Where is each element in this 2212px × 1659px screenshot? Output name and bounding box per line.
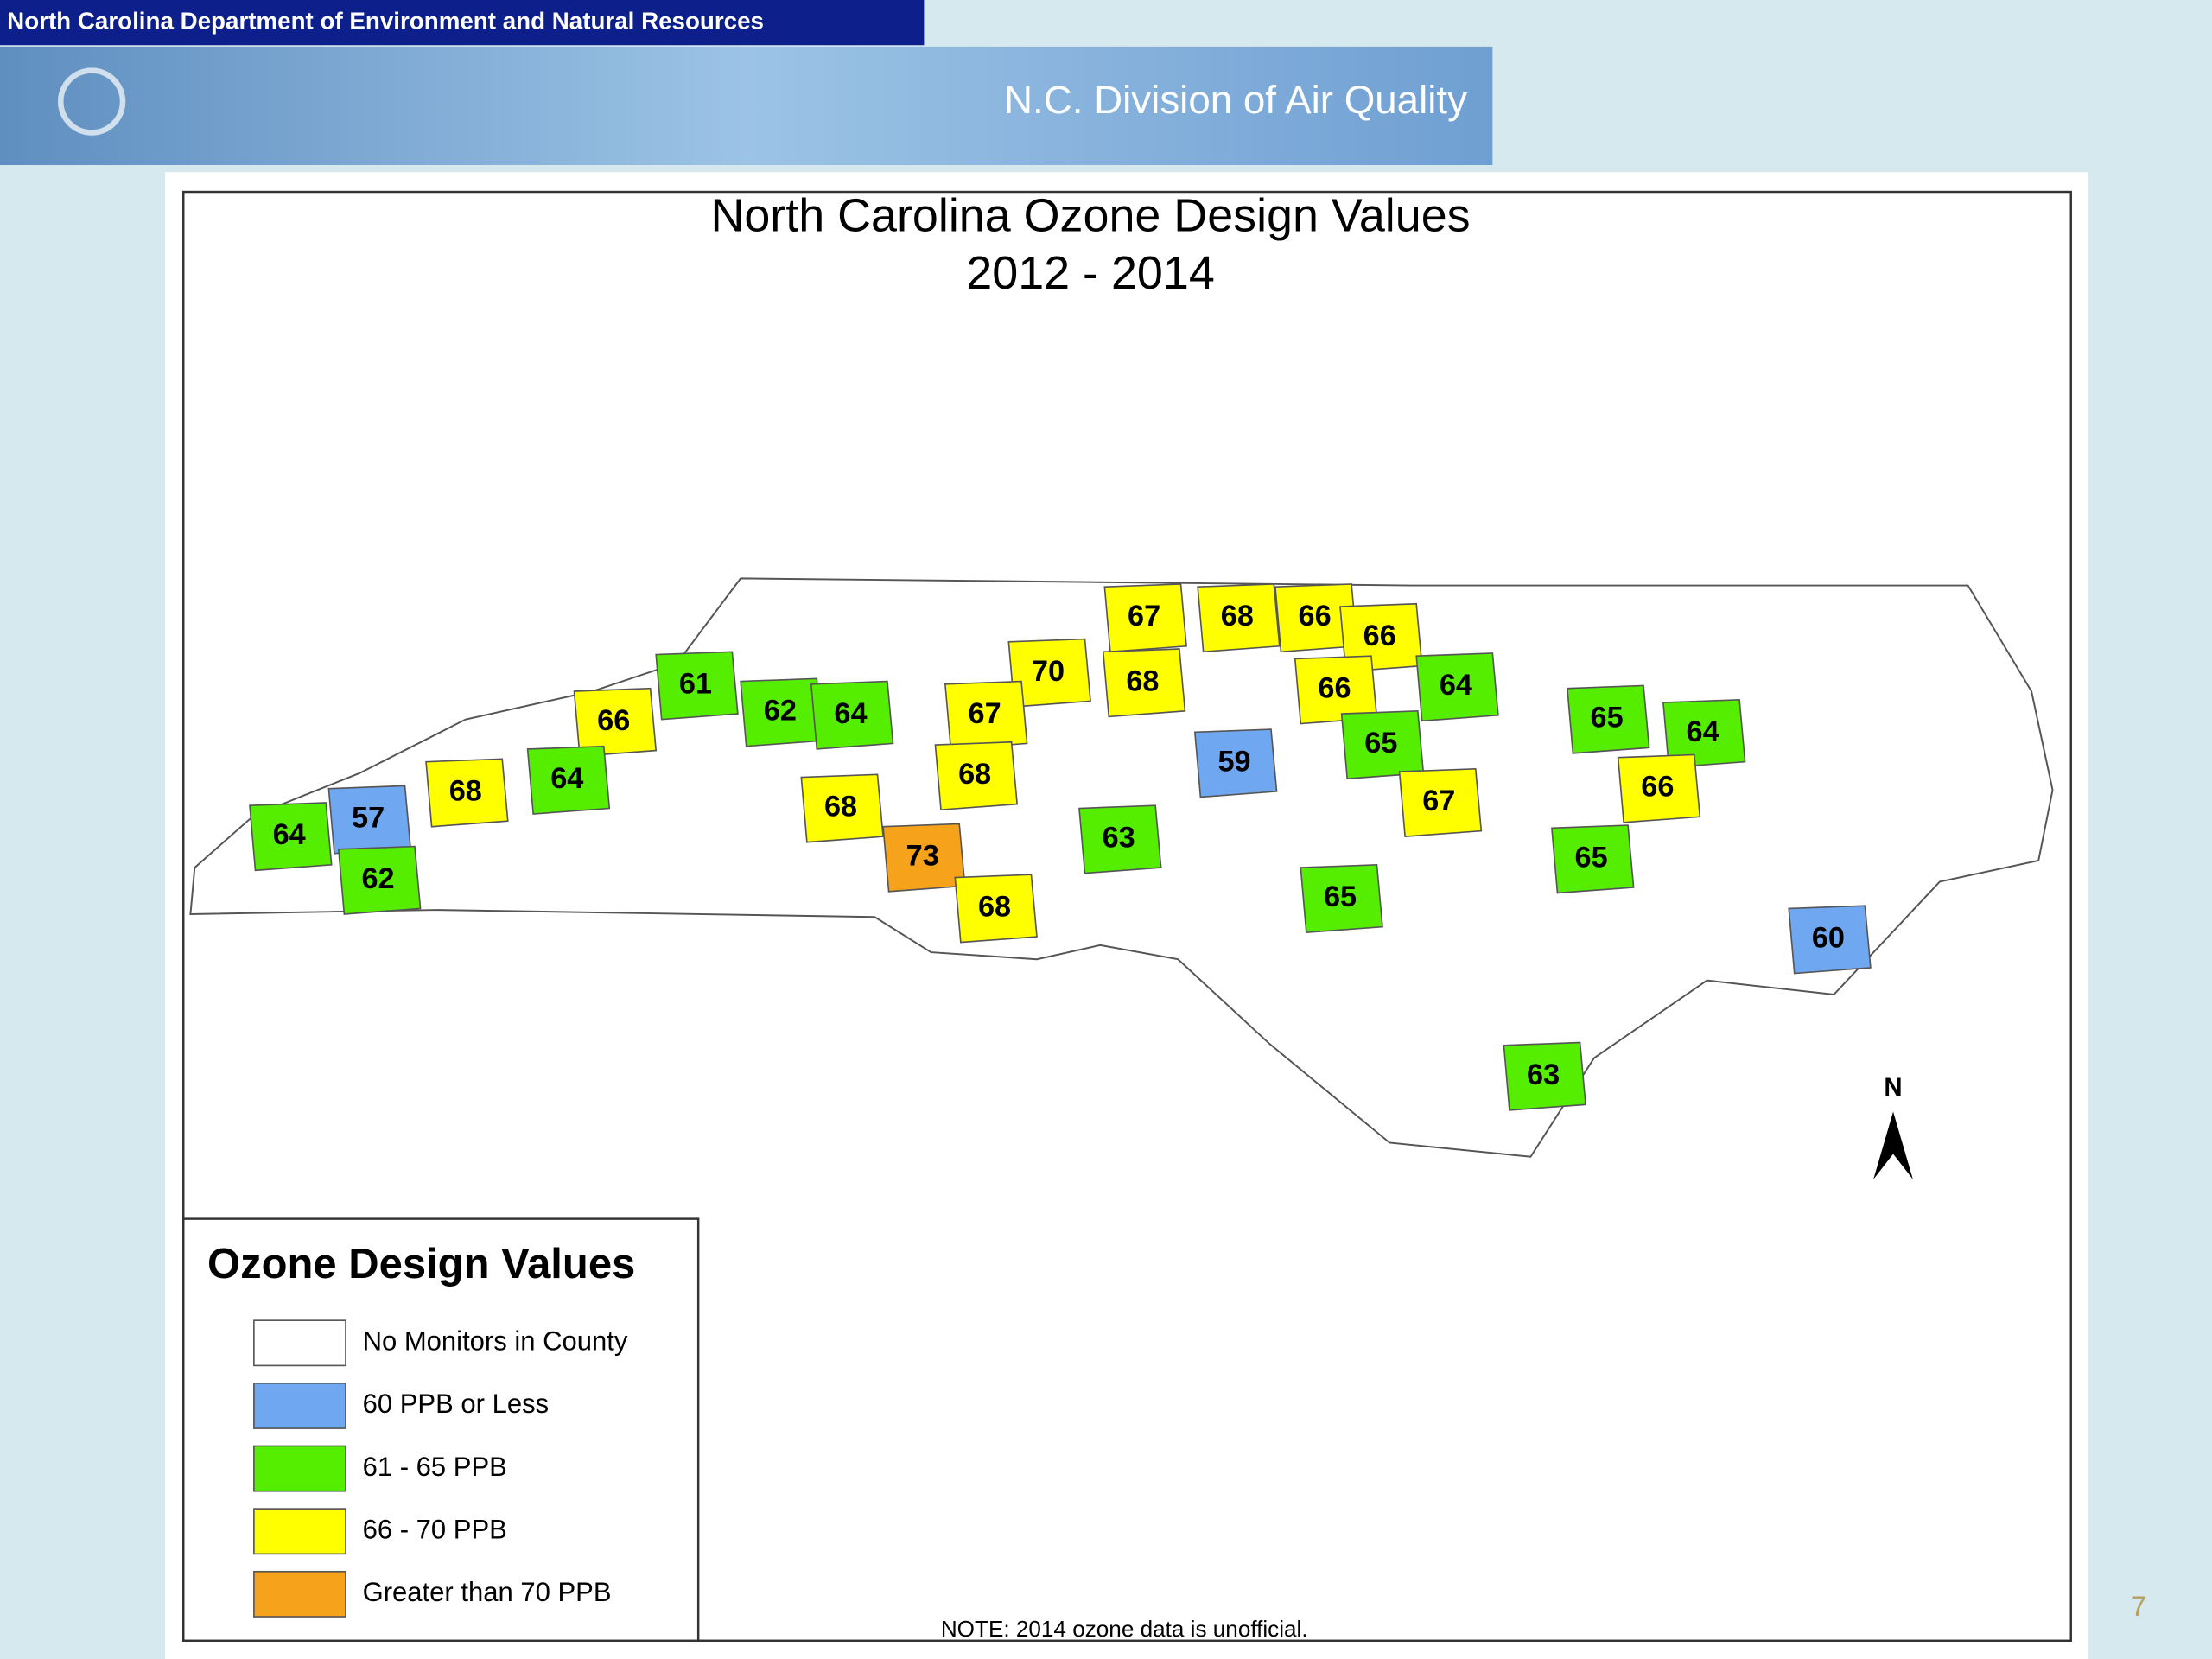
county-value: 64 [834,697,867,730]
page-number: 7 [2131,1590,2146,1622]
legend: No Monitors in County 60 PPB or Less 61 - … [253,1319,628,1618]
county-value: 59 [1218,745,1251,778]
legend-swatch [253,1319,346,1367]
legend-swatch [253,1570,346,1618]
sun-icon [57,67,126,136]
county [526,745,611,815]
county-value: 65 [1575,841,1608,874]
county [1662,698,1746,769]
division: N.C. Division of Air Quality [1004,78,1467,122]
county-value: 64 [1440,669,1472,702]
map-title: North Carolina Ozone Design Values [710,189,1470,241]
legend-swatch [253,1508,346,1555]
legend-label: 60 PPB or Less [363,1389,550,1419]
county-value: 64 [550,762,583,795]
legend-swatch [253,1445,346,1492]
county-value: 66 [1363,620,1396,652]
county [425,758,509,828]
note: NOTE: 2014 ozone data is unofficial. [941,1616,1308,1642]
legend-box [182,1217,700,1642]
county-value: 67 [969,697,1001,730]
county [655,651,739,721]
county [954,874,1038,944]
agency: North Carolina Department of Environment… [7,7,764,34]
county-value: 61 [679,668,712,701]
county-value: 64 [1687,715,1719,748]
county [1102,648,1186,718]
county [934,741,1019,811]
county [573,687,658,757]
county-value: 73 [906,840,939,873]
north-arrow [1873,1111,1913,1179]
county-value: 66 [597,704,630,737]
county-value: 68 [958,758,991,791]
banner [0,46,1493,166]
county [1300,863,1383,934]
county [800,773,884,843]
counties: 67 68 66 66 70 68 66 64 61 62 64 66 67 65 64 65 59 68 66 68… [249,583,1872,1111]
county [1566,684,1650,754]
county [1398,767,1483,838]
county-value: 66 [1641,771,1674,804]
map-subtitle: 2012 - 2014 [966,247,1215,299]
county-value: 68 [978,890,1011,923]
county [1503,1041,1586,1111]
county-value: 66 [1299,600,1332,632]
county [1617,753,1701,823]
legend-swatch [253,1382,346,1429]
county [337,845,422,915]
county-value: 70 [1032,655,1065,688]
county-value: 68 [1126,664,1159,697]
county-value: 62 [361,862,394,895]
legend-title: Ozone Design Values [207,1241,635,1287]
county [249,802,333,872]
county-value: 63 [1103,821,1135,854]
county-value: 57 [352,802,385,835]
legend-label: 61 - 65 PPB [363,1452,507,1482]
county [1788,905,1872,975]
county-value: 65 [1591,702,1624,734]
legend-label: No Monitors in County [363,1325,628,1356]
county [1197,583,1281,653]
county [1415,652,1499,722]
county [1103,583,1187,653]
legend-label: 66 - 70 PPB [363,1514,507,1544]
county-value: 68 [449,775,482,808]
county-value: 67 [1422,785,1455,817]
legend-label: Greater than 70 PPB [363,1577,612,1607]
county-value: 65 [1324,880,1357,913]
county-value: 63 [1527,1058,1560,1091]
county [1551,824,1635,894]
county-value: 68 [824,791,857,823]
county [1078,804,1162,874]
county-value: 66 [1318,671,1351,704]
county-value: 67 [1128,600,1160,632]
county-value: 62 [764,695,797,728]
county [810,680,894,750]
county-value: 60 [1812,921,1845,954]
county-value: 68 [1221,600,1254,632]
agency-bar [0,0,925,46]
north-label: N [1884,1073,1902,1102]
county-value: 64 [273,818,306,851]
county-value: 65 [1364,727,1397,760]
county [1193,728,1278,798]
county [944,680,1028,750]
